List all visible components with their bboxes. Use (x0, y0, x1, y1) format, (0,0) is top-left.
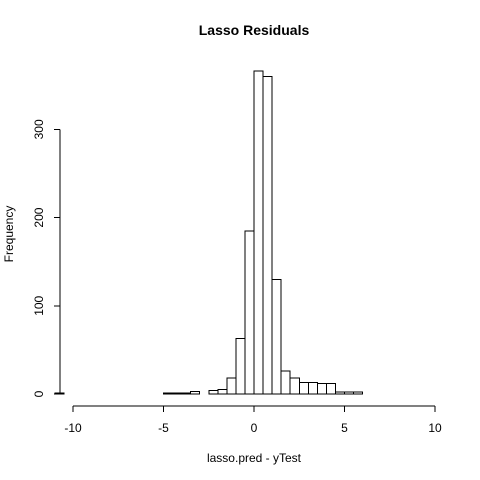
histogram-bar (253, 70, 264, 395)
x-tick-label: -5 (158, 421, 169, 435)
histogram-bar (334, 391, 346, 395)
histogram-bar (344, 391, 355, 395)
histogram-bar (190, 390, 201, 395)
chart-title: Lasso Residuals (199, 22, 310, 38)
x-axis: -10 -5 0 5 10 (64, 405, 442, 435)
y-tick-label: 100 (32, 295, 46, 315)
histogram-bar (353, 391, 364, 395)
histogram-bar (217, 389, 228, 395)
histogram-bar (262, 75, 273, 395)
histogram-bar (307, 382, 318, 395)
x-tick-label: -10 (64, 421, 82, 435)
histogram-bars (54, 70, 364, 395)
y-axis-label: Frequency (2, 206, 16, 263)
histogram-bar (244, 230, 255, 395)
histogram-bar (316, 382, 327, 395)
histogram-bar (163, 392, 174, 395)
y-tick-label: 300 (32, 119, 46, 139)
histogram-bar (181, 392, 192, 395)
x-tick-label: 5 (341, 421, 348, 435)
histogram-bar (235, 337, 246, 395)
histogram-bar (172, 392, 183, 395)
x-axis-label: lasso.pred - yTest (207, 451, 302, 465)
histogram-bar (271, 278, 282, 395)
histogram-bar (298, 382, 309, 395)
y-tick-label: 200 (32, 207, 46, 227)
x-tick-label: 0 (251, 421, 258, 435)
histogram-bar (226, 377, 237, 395)
histogram-bar (325, 382, 336, 395)
histogram-bar (280, 370, 291, 395)
y-tick-label: 0 (32, 390, 46, 397)
x-tick-label: 10 (428, 421, 442, 435)
y-axis: 0 100 200 300 (32, 119, 61, 397)
histogram-bar (208, 389, 219, 395)
histogram-bar (289, 377, 300, 395)
